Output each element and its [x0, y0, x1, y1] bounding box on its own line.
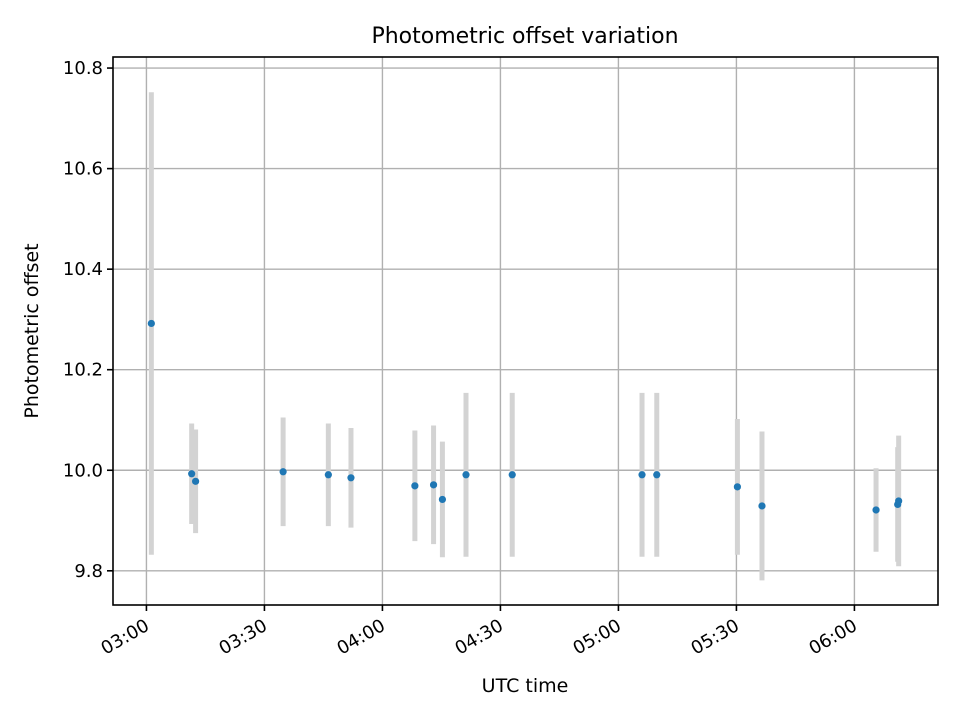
chart-title: Photometric offset variation — [371, 24, 678, 49]
grid — [113, 57, 938, 605]
y-tick-label: 10.6 — [63, 159, 103, 180]
y-tick-label: 10.2 — [63, 360, 103, 381]
data-point — [508, 471, 516, 479]
data-point — [191, 477, 200, 485]
data-point — [324, 471, 332, 479]
data-point — [411, 482, 419, 490]
data-point — [653, 471, 661, 479]
x-axis-label: UTC time — [482, 675, 569, 697]
data-point — [872, 506, 880, 514]
data-point — [733, 483, 742, 491]
data-point — [279, 468, 287, 476]
y-tick-label: 10.0 — [63, 460, 103, 481]
plot-frame — [112, 56, 939, 606]
data-point — [429, 481, 438, 489]
y-tick-label: 9.8 — [74, 561, 103, 582]
data-point — [188, 470, 196, 478]
data-point — [347, 474, 355, 482]
data-point — [147, 319, 155, 328]
data-point — [895, 497, 903, 505]
y-tick-label: 10.8 — [63, 58, 103, 79]
data-point — [438, 495, 447, 504]
data-points — [147, 319, 903, 514]
y-axis-label: Photometric offset — [21, 243, 43, 418]
data-point — [462, 471, 470, 479]
data-point — [638, 471, 646, 479]
y-tick-label: 10.4 — [63, 259, 103, 280]
data-point — [758, 502, 766, 510]
